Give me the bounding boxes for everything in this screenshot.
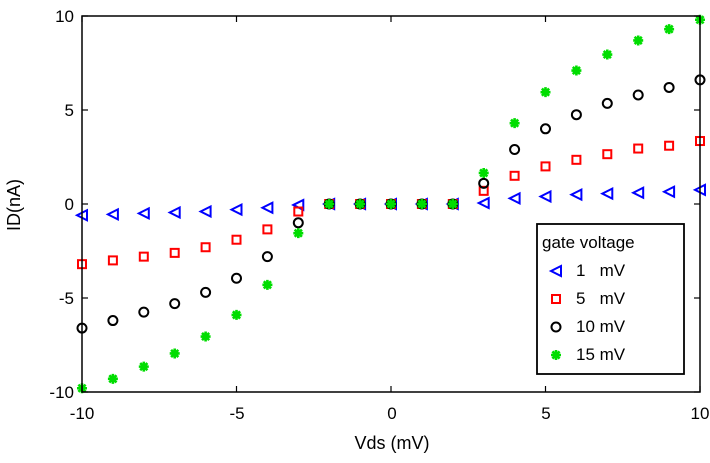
data-point bbox=[478, 167, 489, 178]
data-point bbox=[200, 242, 211, 253]
data-point bbox=[601, 97, 613, 109]
data-point bbox=[386, 199, 396, 209]
x-tick-label: -10 bbox=[70, 404, 95, 423]
data-point bbox=[169, 247, 180, 258]
data-point bbox=[105, 207, 119, 221]
x-tick-label: -5 bbox=[229, 404, 244, 423]
y-tick-label: -10 bbox=[49, 383, 74, 402]
data-point bbox=[262, 279, 273, 290]
data-point bbox=[416, 199, 427, 209]
series-4 bbox=[77, 14, 705, 394]
data-point bbox=[260, 201, 274, 215]
data-point bbox=[231, 272, 242, 284]
data-point bbox=[600, 187, 614, 201]
data-point bbox=[633, 35, 644, 46]
data-point bbox=[107, 315, 119, 327]
data-point bbox=[293, 206, 304, 217]
data-point bbox=[169, 348, 180, 359]
x-tick-label: 0 bbox=[387, 404, 396, 423]
data-point bbox=[602, 49, 613, 60]
legend-marker bbox=[550, 321, 562, 333]
data-point bbox=[569, 187, 583, 202]
data-point bbox=[540, 123, 551, 135]
data-point bbox=[292, 217, 304, 229]
data-point bbox=[476, 196, 490, 210]
legend-markers bbox=[548, 264, 562, 360]
data-point bbox=[664, 140, 675, 151]
y-tick-label: 10 bbox=[55, 7, 74, 26]
data-point bbox=[663, 81, 675, 93]
data-point bbox=[540, 161, 551, 172]
data-point bbox=[507, 191, 521, 205]
data-point bbox=[661, 185, 676, 199]
data-point bbox=[138, 306, 150, 318]
data-point bbox=[355, 199, 366, 209]
data-point bbox=[324, 199, 335, 209]
data-point bbox=[509, 170, 520, 181]
legend: gate voltage 1 mV 5 mV 10 mV 15 mV bbox=[536, 223, 685, 375]
legend-label: 10 mV bbox=[576, 317, 626, 336]
data-point bbox=[571, 154, 582, 165]
data-point bbox=[138, 361, 149, 372]
data-point bbox=[231, 234, 242, 245]
data-point bbox=[261, 251, 273, 263]
data-point bbox=[509, 118, 520, 129]
data-point bbox=[169, 298, 181, 310]
data-point bbox=[231, 309, 242, 320]
data-point bbox=[633, 143, 644, 154]
data-point bbox=[136, 206, 150, 221]
legend-marker bbox=[551, 294, 561, 304]
data-point bbox=[630, 186, 645, 200]
data-point bbox=[664, 24, 675, 35]
data-point bbox=[200, 331, 211, 342]
y-tick-label: 5 bbox=[65, 101, 74, 120]
data-point bbox=[167, 205, 181, 220]
data-point bbox=[509, 143, 521, 155]
data-point bbox=[198, 204, 212, 219]
y-tick-label: 0 bbox=[65, 195, 74, 214]
data-point bbox=[447, 199, 458, 209]
legend-box bbox=[536, 223, 685, 375]
data-point bbox=[107, 255, 118, 266]
x-axis-label: Vds (mV) bbox=[354, 433, 429, 453]
x-tick-label: 5 bbox=[541, 404, 550, 423]
y-axis-label: ID(nA) bbox=[4, 179, 24, 231]
axis-ticks bbox=[81, 15, 701, 393]
legend-label: 5 mV bbox=[576, 289, 626, 308]
data-point bbox=[632, 89, 644, 101]
legend-marker bbox=[548, 264, 562, 278]
data-point bbox=[478, 177, 490, 189]
data-point bbox=[229, 203, 243, 217]
data-point bbox=[602, 149, 613, 160]
data-point bbox=[200, 286, 212, 298]
data-point bbox=[538, 189, 552, 204]
legend-title: gate voltage bbox=[542, 233, 635, 252]
data-point bbox=[293, 228, 304, 239]
data-points bbox=[74, 14, 706, 394]
data-point bbox=[571, 65, 582, 76]
legend-label: 15 mV bbox=[576, 345, 626, 364]
data-point bbox=[138, 251, 149, 262]
data-point bbox=[570, 109, 582, 121]
data-point bbox=[107, 373, 118, 384]
x-tick-label: 10 bbox=[691, 404, 710, 423]
y-tick-label: -5 bbox=[59, 289, 74, 308]
data-point bbox=[262, 224, 273, 235]
legend-marker bbox=[551, 350, 561, 360]
legend-label: 1 mV bbox=[576, 261, 626, 280]
data-point bbox=[540, 87, 551, 98]
